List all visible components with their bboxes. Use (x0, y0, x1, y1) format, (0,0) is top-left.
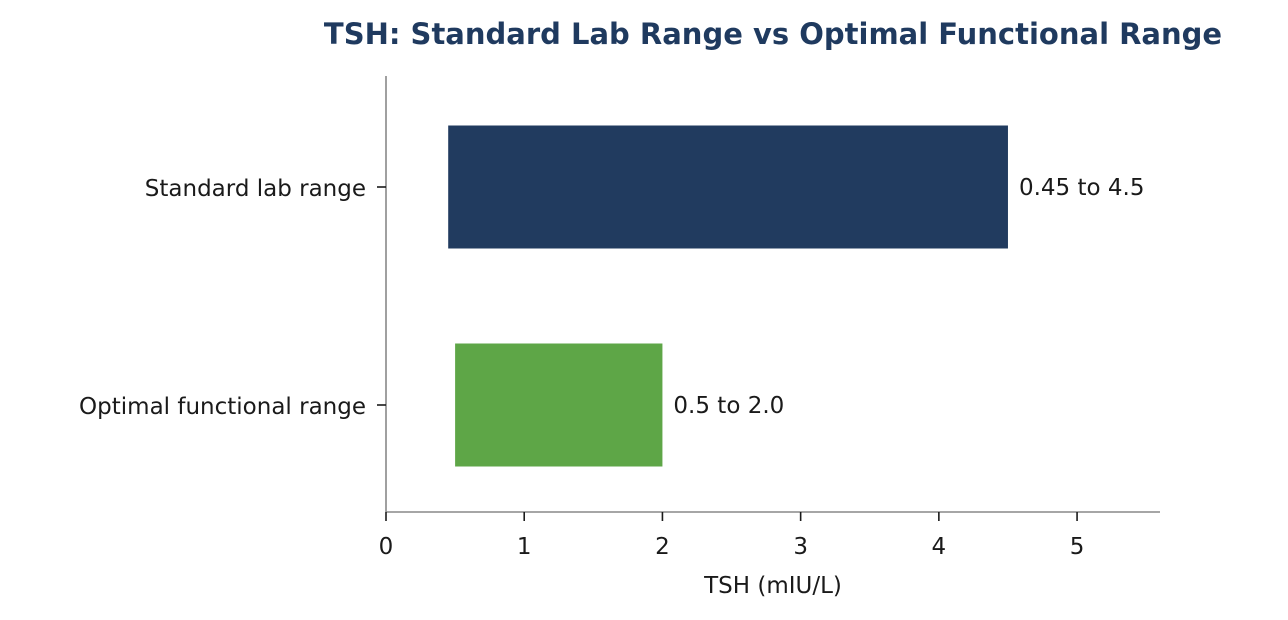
axes-group (385, 76, 1160, 513)
x-tick-label: 0 (379, 534, 394, 560)
x-tick-label: 3 (793, 534, 808, 560)
y-tick-label: Standard lab range (145, 176, 366, 202)
x-tick-label: 1 (517, 534, 532, 560)
bar-value-label: 0.45 to 4.5 (1019, 175, 1145, 201)
y-ticks-group: Standard lab range Optimal functional ran… (79, 176, 386, 420)
bars-group: 0.45 to 4.5 0.5 to 2.0 (448, 125, 1145, 467)
x-tick-label: 2 (655, 534, 670, 560)
bar-value-label: 0.5 to 2.0 (673, 393, 784, 419)
chart-title: TSH: Standard Lab Range vs Optimal Funct… (324, 17, 1222, 51)
bar-1 (448, 125, 1008, 249)
y-tick-label: Optimal functional range (79, 394, 366, 420)
bar-2 (455, 343, 663, 467)
x-ticks-group: 0 1 2 3 4 5 (379, 512, 1085, 560)
x-tick-label: 5 (1070, 534, 1085, 560)
x-axis-label: TSH (mIU/L) (703, 573, 842, 599)
x-tick-label: 4 (932, 534, 947, 560)
